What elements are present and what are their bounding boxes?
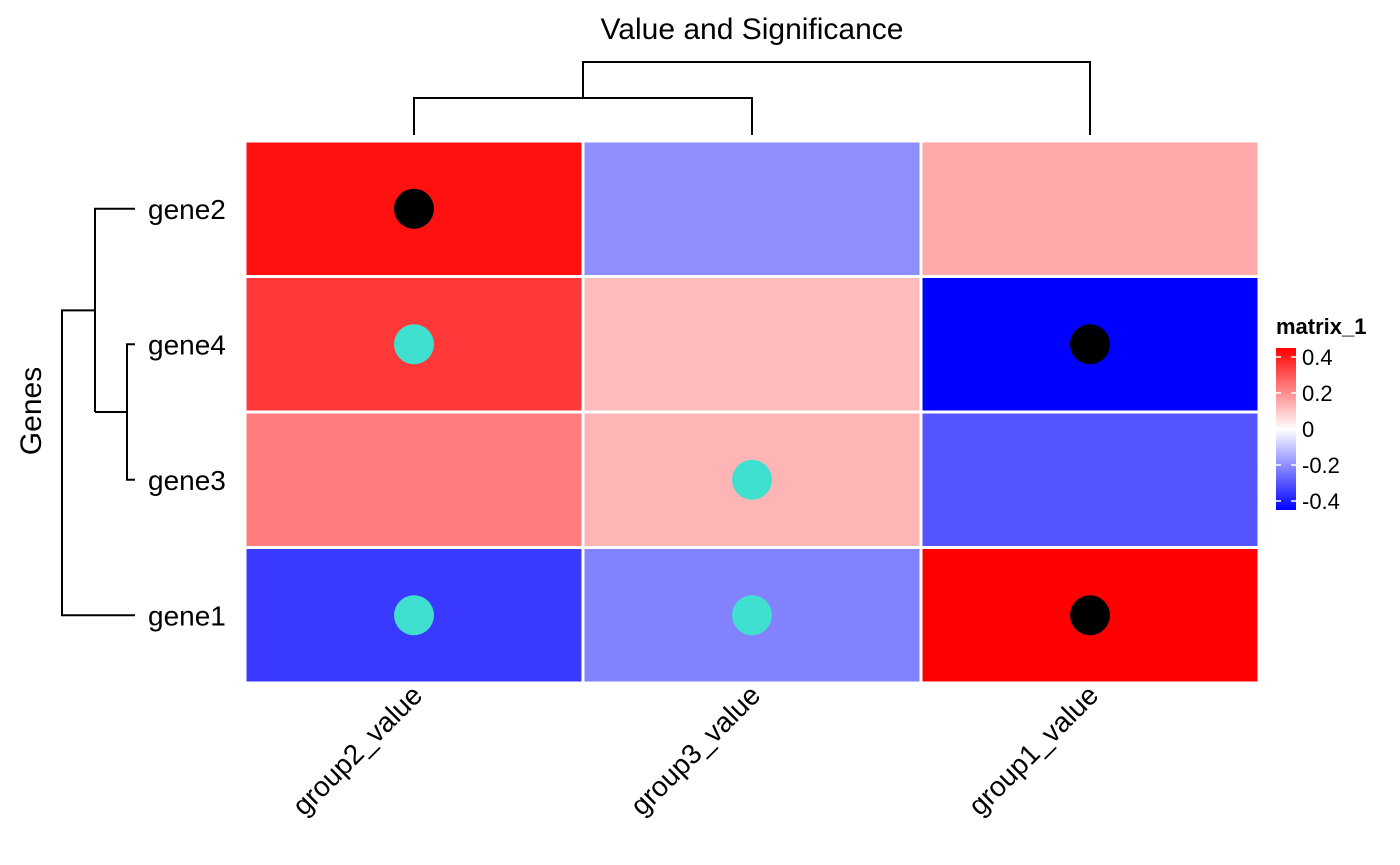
- heatmap-cell-gene2-group3_value: [581, 139, 923, 278]
- legend-tick-label: -0.2: [1302, 453, 1340, 478]
- heatmap-cell-gene2-group1_value: [919, 139, 1261, 278]
- legend-ticks: 0.4 0.2 0 -0.2 -0.4: [1276, 345, 1340, 514]
- row-label-gene4: gene4: [148, 329, 226, 360]
- row-label-gene3: gene3: [148, 465, 226, 496]
- significance-dot-gene4-group1_value: [1070, 324, 1110, 365]
- color-legend: matrix_1 0.4 0.2 0 -0.2 -0.4: [1276, 314, 1367, 514]
- row-dendrogram-branch: [126, 343, 135, 481]
- significance-dot-gene1-group1_value: [1070, 595, 1110, 636]
- significance-dot-gene3-group3_value: [732, 459, 772, 500]
- row-dendrogram-branch: [94, 207, 135, 413]
- row-dendrogram-branch: [61, 309, 135, 617]
- legend-color-bar: [1276, 348, 1296, 510]
- y-axis-label: Genes: [15, 367, 48, 455]
- significance-dot-gene1-group3_value: [732, 595, 772, 636]
- column-label-group3_value: group3_value: [624, 679, 766, 821]
- row-labels: gene2 gene4 gene3 gene1: [148, 194, 226, 632]
- column-labels: group2_value group3_value group1_value: [286, 679, 1104, 821]
- significance-dots: [394, 188, 1110, 636]
- heatmap-cell-gene3-group2_value: [243, 410, 585, 549]
- heatmap-cell-gene3-group1_value: [919, 410, 1261, 549]
- legend-tick-label: 0.4: [1302, 345, 1333, 370]
- row-label-gene2: gene2: [148, 194, 226, 225]
- chart-title: Value and Significance: [601, 13, 904, 46]
- significance-dot-gene1-group2_value: [394, 595, 434, 636]
- row-label-gene1: gene1: [148, 600, 226, 631]
- row-dendrogram: [61, 207, 135, 617]
- column-dendrogram: [413, 61, 1091, 135]
- column-label-group1_value: group1_value: [962, 679, 1104, 821]
- significance-dot-gene4-group2_value: [394, 324, 434, 365]
- column-label-group2_value: group2_value: [286, 679, 428, 821]
- legend-title: matrix_1: [1276, 314, 1367, 339]
- legend-tick-label: 0.2: [1302, 381, 1333, 406]
- significance-dot-gene2-group2_value: [394, 188, 434, 229]
- column-dendrogram-branch: [413, 97, 753, 135]
- legend-tick-label: -0.4: [1302, 489, 1340, 514]
- heatmap-cells: [243, 139, 1261, 685]
- column-dendrogram-branch: [582, 61, 1091, 135]
- legend-tick-label: 0: [1302, 417, 1314, 442]
- heatmap-cell-gene4-group3_value: [581, 275, 923, 414]
